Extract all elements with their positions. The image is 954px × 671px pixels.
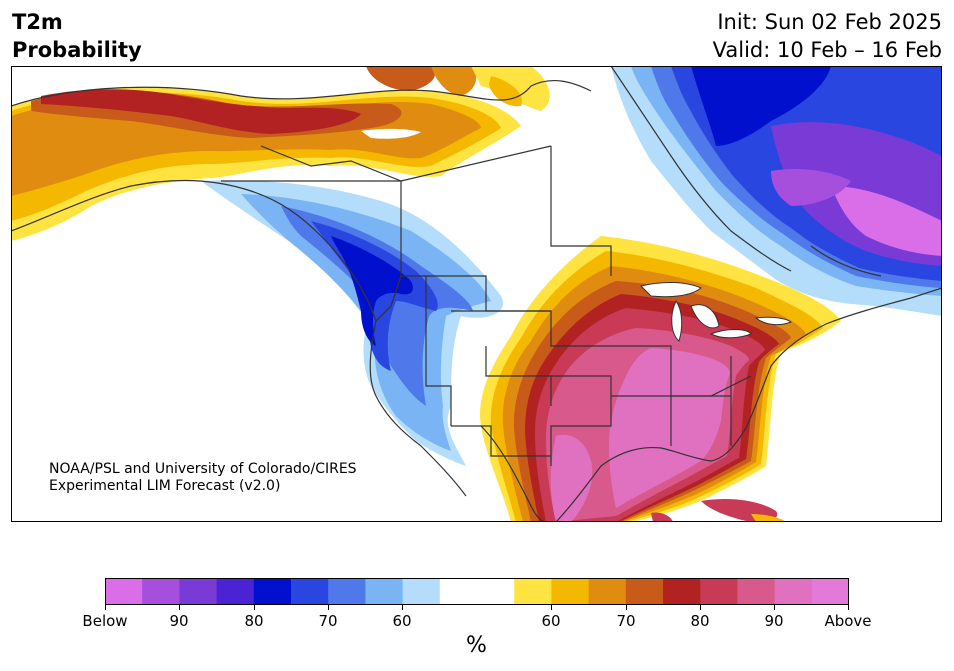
borders [11, 66, 942, 522]
cuba-east [751, 514, 786, 522]
colorbar-segment [253, 578, 292, 605]
credit-line2: Experimental LIM Forecast (v2.0) [49, 478, 281, 494]
yucatan [651, 512, 673, 522]
forecast-map [11, 66, 942, 522]
colorbar-segment [663, 578, 701, 605]
colorbar-segment [551, 578, 590, 605]
colorbar-segment [402, 578, 441, 605]
colorbar-segment [291, 578, 329, 605]
tick-label-above-90: 90 [764, 612, 784, 630]
credit-text: NOAA/PSL and University of Colorado/CIRE… [49, 461, 357, 495]
colorbar-segment [774, 578, 813, 605]
tick-mark [848, 605, 849, 610]
west-cold-region [201, 180, 503, 466]
tick-mark [551, 605, 552, 610]
tick-label-below-70: 70 [318, 612, 338, 630]
tick-label-below: Below [82, 612, 128, 630]
colorbar-segment [811, 578, 849, 605]
great-lakes [640, 282, 792, 342]
init-date: Init: Sun 02 Feb 2025 [717, 10, 942, 34]
colorbar-segment [700, 578, 738, 605]
title-type: Probability [12, 38, 142, 62]
colorbar-segment [737, 578, 776, 605]
tick-label-above-60: 60 [541, 612, 561, 630]
plot-title: T2m Probability [12, 8, 142, 64]
colorbar-segment [625, 578, 664, 605]
title-variable: T2m [12, 10, 63, 34]
canada-cold-region [611, 66, 942, 316]
tick-mark [626, 605, 627, 610]
tick-label-below-90: 90 [169, 612, 189, 630]
alaska-warm-region [11, 66, 550, 241]
colorbar-segment [477, 578, 515, 605]
colorbar-segment [439, 578, 478, 605]
date-info: Init: Sun 02 Feb 2025 Valid: 10 Feb – 16… [713, 8, 942, 64]
east-warm-region [480, 236, 841, 522]
colorbar-segment [328, 578, 366, 605]
tick-mark [774, 605, 775, 610]
colorbar-segment [365, 578, 404, 605]
tick-label-above: Above [824, 612, 872, 630]
tick-mark [179, 605, 180, 610]
credit-line1: NOAA/PSL and University of Colorado/CIRE… [49, 461, 357, 477]
colorbar-segment [142, 578, 180, 605]
tick-label-below-60: 60 [392, 612, 412, 630]
tick-mark [402, 605, 403, 610]
valid-range: Valid: 10 Feb – 16 Feb [712, 38, 942, 62]
tick-mark [328, 605, 329, 610]
colorbar-unit: % [466, 633, 487, 658]
tick-mark [105, 605, 106, 610]
tick-label-above-70: 70 [616, 612, 636, 630]
tick-mark [700, 605, 701, 610]
map-frame [11, 66, 942, 522]
tick-mark [254, 605, 255, 610]
tick-label-above-80: 80 [690, 612, 710, 630]
colorbar-border [105, 578, 849, 605]
colorbar-segment [514, 578, 552, 605]
colorbar-segment [216, 578, 255, 605]
colorbar-segment [588, 578, 627, 605]
colorbar-segment [105, 578, 143, 605]
tick-label-below-80: 80 [244, 612, 264, 630]
colorbar-segment [179, 578, 218, 605]
colorbar [105, 578, 849, 605]
